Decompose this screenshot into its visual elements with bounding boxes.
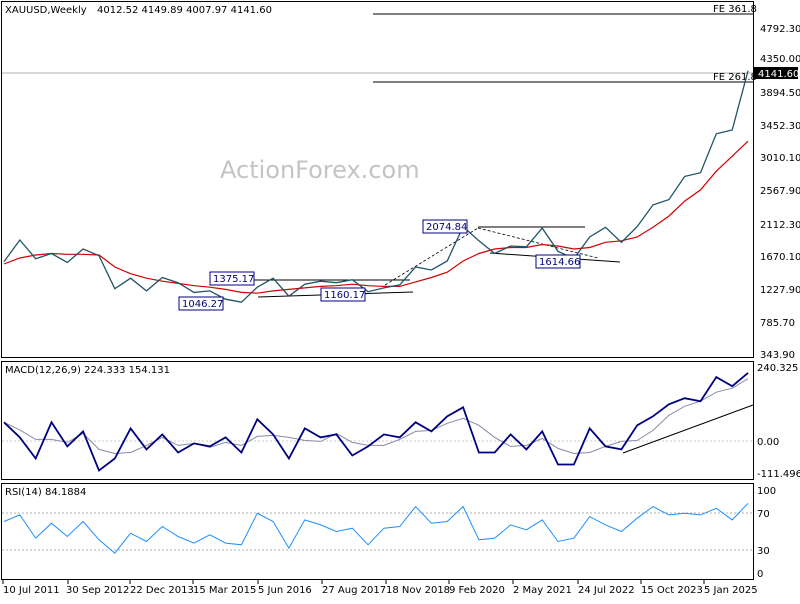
x-tick-label: 18 Nov 2018 <box>386 585 450 596</box>
price-panel <box>1 1 754 358</box>
rsi-line <box>3 502 749 554</box>
x-axis-labels: 10 Jul 2011 30 Sep 2012 22 Dec 2013 15 M… <box>3 585 758 596</box>
macd-trendline <box>622 404 754 454</box>
x-tick-label: 22 Dec 2013 <box>130 585 194 596</box>
price-y-tick: 2567.90 <box>760 186 800 197</box>
x-tick-label: 9 Feb 2020 <box>449 585 505 596</box>
price-y-tick: 3452.30 <box>760 121 800 132</box>
rsi-y-tick: 100 <box>757 486 776 497</box>
annotation-1375: 1375.17 <box>209 271 255 286</box>
macd-label: MACD(12,26,9) 224.333 154.131 <box>5 365 170 376</box>
x-tick-label: 15 Oct 2023 <box>641 585 703 596</box>
annotation-1375-label: 1375.17 <box>213 274 254 285</box>
x-tick-label: 10 Jul 2011 <box>3 585 60 596</box>
last-price-tag <box>754 67 798 79</box>
rsi-y-tick: 0 <box>757 569 763 580</box>
x-tick-label: 5 Jun 2016 <box>258 585 312 596</box>
annotation-1160-label: 1160.17 <box>324 290 365 301</box>
annotation-2074: 2074.84 <box>422 219 468 234</box>
rsi-panel <box>1 483 754 580</box>
x-tick-label: 5 Jan 2025 <box>704 585 758 596</box>
annotation-1614-label: 1614.66 <box>539 257 580 268</box>
watermark: ActionForex.com <box>220 156 420 184</box>
price-y-tick: 343.90 <box>760 350 795 361</box>
fe-261-label: FE 261.8 <box>713 72 757 83</box>
x-tick-label: 24 Jul 2022 <box>578 585 635 596</box>
macd-y-tick: 0.00 <box>757 437 779 448</box>
price-y-tick: 1227.90 <box>760 285 800 296</box>
price-y-tick: 2112.30 <box>760 220 800 231</box>
macd-y-tick: 240.325 <box>757 363 798 374</box>
price-y-tick: 4350.00 <box>760 54 800 65</box>
chart-header-ohlc: 4012.52 4149.89 4007.97 4141.60 <box>97 5 272 16</box>
chart-header-symbol: XAUUSD,Weekly <box>5 5 87 16</box>
price-y-tick: 3010.10 <box>760 153 800 164</box>
fe-361-label: FE 361.8 <box>713 4 757 15</box>
price-y-tick: 4792.30 <box>760 24 800 35</box>
annotation-1614: 1614.66 <box>535 254 581 269</box>
fib-dashed-1 <box>384 227 479 286</box>
price-y-tick: 3894.50 <box>760 88 800 99</box>
price-y-tick: 785.70 <box>760 318 795 329</box>
macd-y-tick: -111.496 <box>757 469 800 480</box>
price-y-axis: 4792.30 4350.00 3894.50 3452.30 3010.10 … <box>760 24 800 361</box>
macd-signal-line <box>3 378 749 455</box>
x-tick-label: 15 Mar 2015 <box>193 585 256 596</box>
rsi-y-tick: 70 <box>757 509 770 520</box>
price-y-tick: 1670.10 <box>760 252 800 263</box>
x-axis-ticks <box>2 580 705 584</box>
price-line <box>3 70 749 303</box>
rsi-y-tick: 30 <box>757 546 770 557</box>
fib-dashed-2 <box>477 227 599 259</box>
rsi-label: RSI(14) 84.1884 <box>5 487 86 498</box>
annotation-1046-label: 1046.27 <box>182 299 223 310</box>
annotation-1046: 1046.27 <box>178 296 224 311</box>
macd-panel <box>1 361 754 480</box>
macd-line <box>3 372 749 472</box>
annotation-1160: 1160.17 <box>320 287 366 302</box>
x-tick-label: 30 Sep 2012 <box>66 585 129 596</box>
last-price-label: 4141.60 <box>758 69 799 80</box>
x-tick-label: 27 Aug 2017 <box>322 585 386 596</box>
annotation-2074-label: 2074.84 <box>426 222 467 233</box>
x-tick-label: 2 May 2021 <box>513 585 572 596</box>
